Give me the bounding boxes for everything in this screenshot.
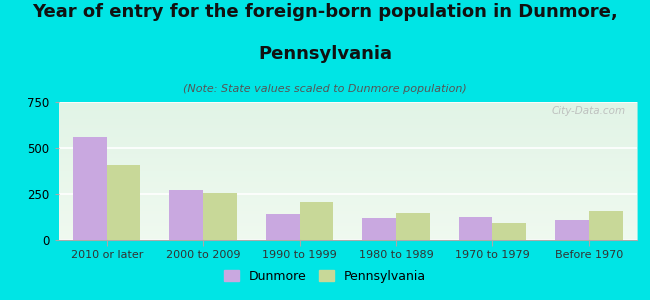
Bar — [555, 220, 589, 240]
Bar — [362, 218, 396, 240]
Text: City-Data.com: City-Data.com — [551, 106, 625, 116]
Text: Pennsylvania: Pennsylvania — [258, 45, 392, 63]
Bar — [459, 217, 493, 240]
Bar — [493, 223, 526, 240]
Bar — [589, 212, 623, 240]
Bar — [203, 193, 237, 240]
Bar — [300, 202, 333, 240]
Bar — [170, 190, 203, 240]
Bar — [266, 214, 300, 240]
Text: Year of entry for the foreign-born population in Dunmore,: Year of entry for the foreign-born popul… — [32, 3, 618, 21]
Bar — [107, 165, 140, 240]
Legend: Dunmore, Pennsylvania: Dunmore, Pennsylvania — [219, 265, 431, 288]
Text: (Note: State values scaled to Dunmore population): (Note: State values scaled to Dunmore po… — [183, 84, 467, 94]
Bar — [73, 137, 107, 240]
Bar — [396, 213, 430, 240]
